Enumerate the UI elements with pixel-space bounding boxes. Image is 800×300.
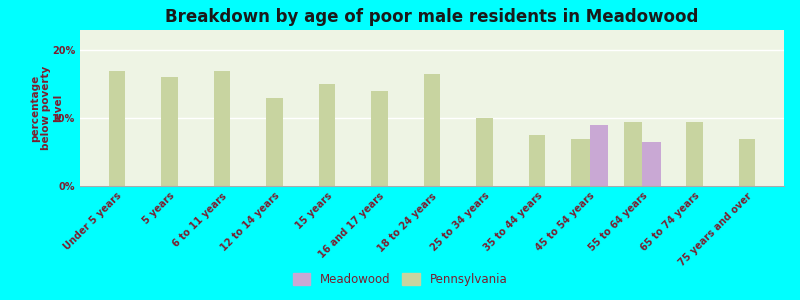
Bar bbox=[424, 74, 440, 186]
Bar bbox=[739, 139, 755, 186]
Bar bbox=[476, 118, 493, 186]
Y-axis label: percentage
below poverty
level: percentage below poverty level bbox=[30, 66, 63, 150]
Bar bbox=[590, 125, 608, 186]
Bar bbox=[686, 122, 703, 186]
Bar bbox=[214, 71, 230, 186]
Legend: Meadowood, Pennsylvania: Meadowood, Pennsylvania bbox=[288, 268, 512, 291]
Bar bbox=[161, 77, 178, 186]
Bar bbox=[642, 142, 661, 186]
Bar bbox=[109, 71, 125, 186]
Bar bbox=[266, 98, 282, 186]
Bar bbox=[529, 135, 546, 186]
Bar bbox=[318, 84, 335, 186]
Title: Breakdown by age of poor male residents in Meadowood: Breakdown by age of poor male residents … bbox=[166, 8, 698, 26]
Bar bbox=[624, 122, 642, 186]
Bar bbox=[371, 91, 388, 186]
Bar bbox=[571, 139, 590, 186]
